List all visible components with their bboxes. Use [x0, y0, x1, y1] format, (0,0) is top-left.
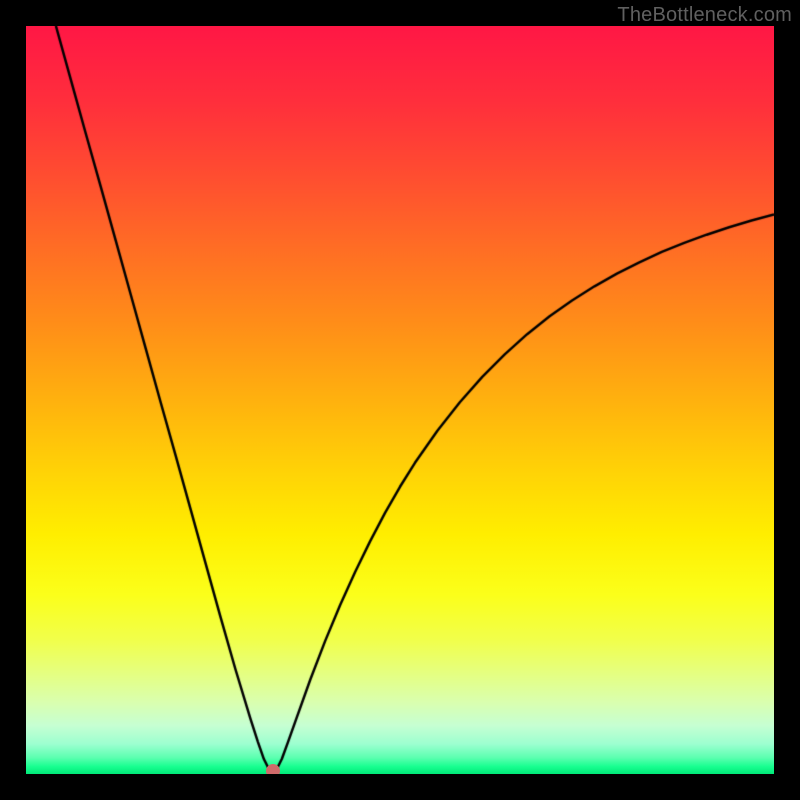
watermark-label: TheBottleneck.com [617, 4, 792, 27]
chart-container: TheBottleneck.com [0, 0, 800, 800]
frame-right [774, 0, 800, 800]
frame-bottom [0, 774, 800, 800]
bottleneck-curve [26, 26, 774, 774]
frame-left [0, 0, 26, 800]
